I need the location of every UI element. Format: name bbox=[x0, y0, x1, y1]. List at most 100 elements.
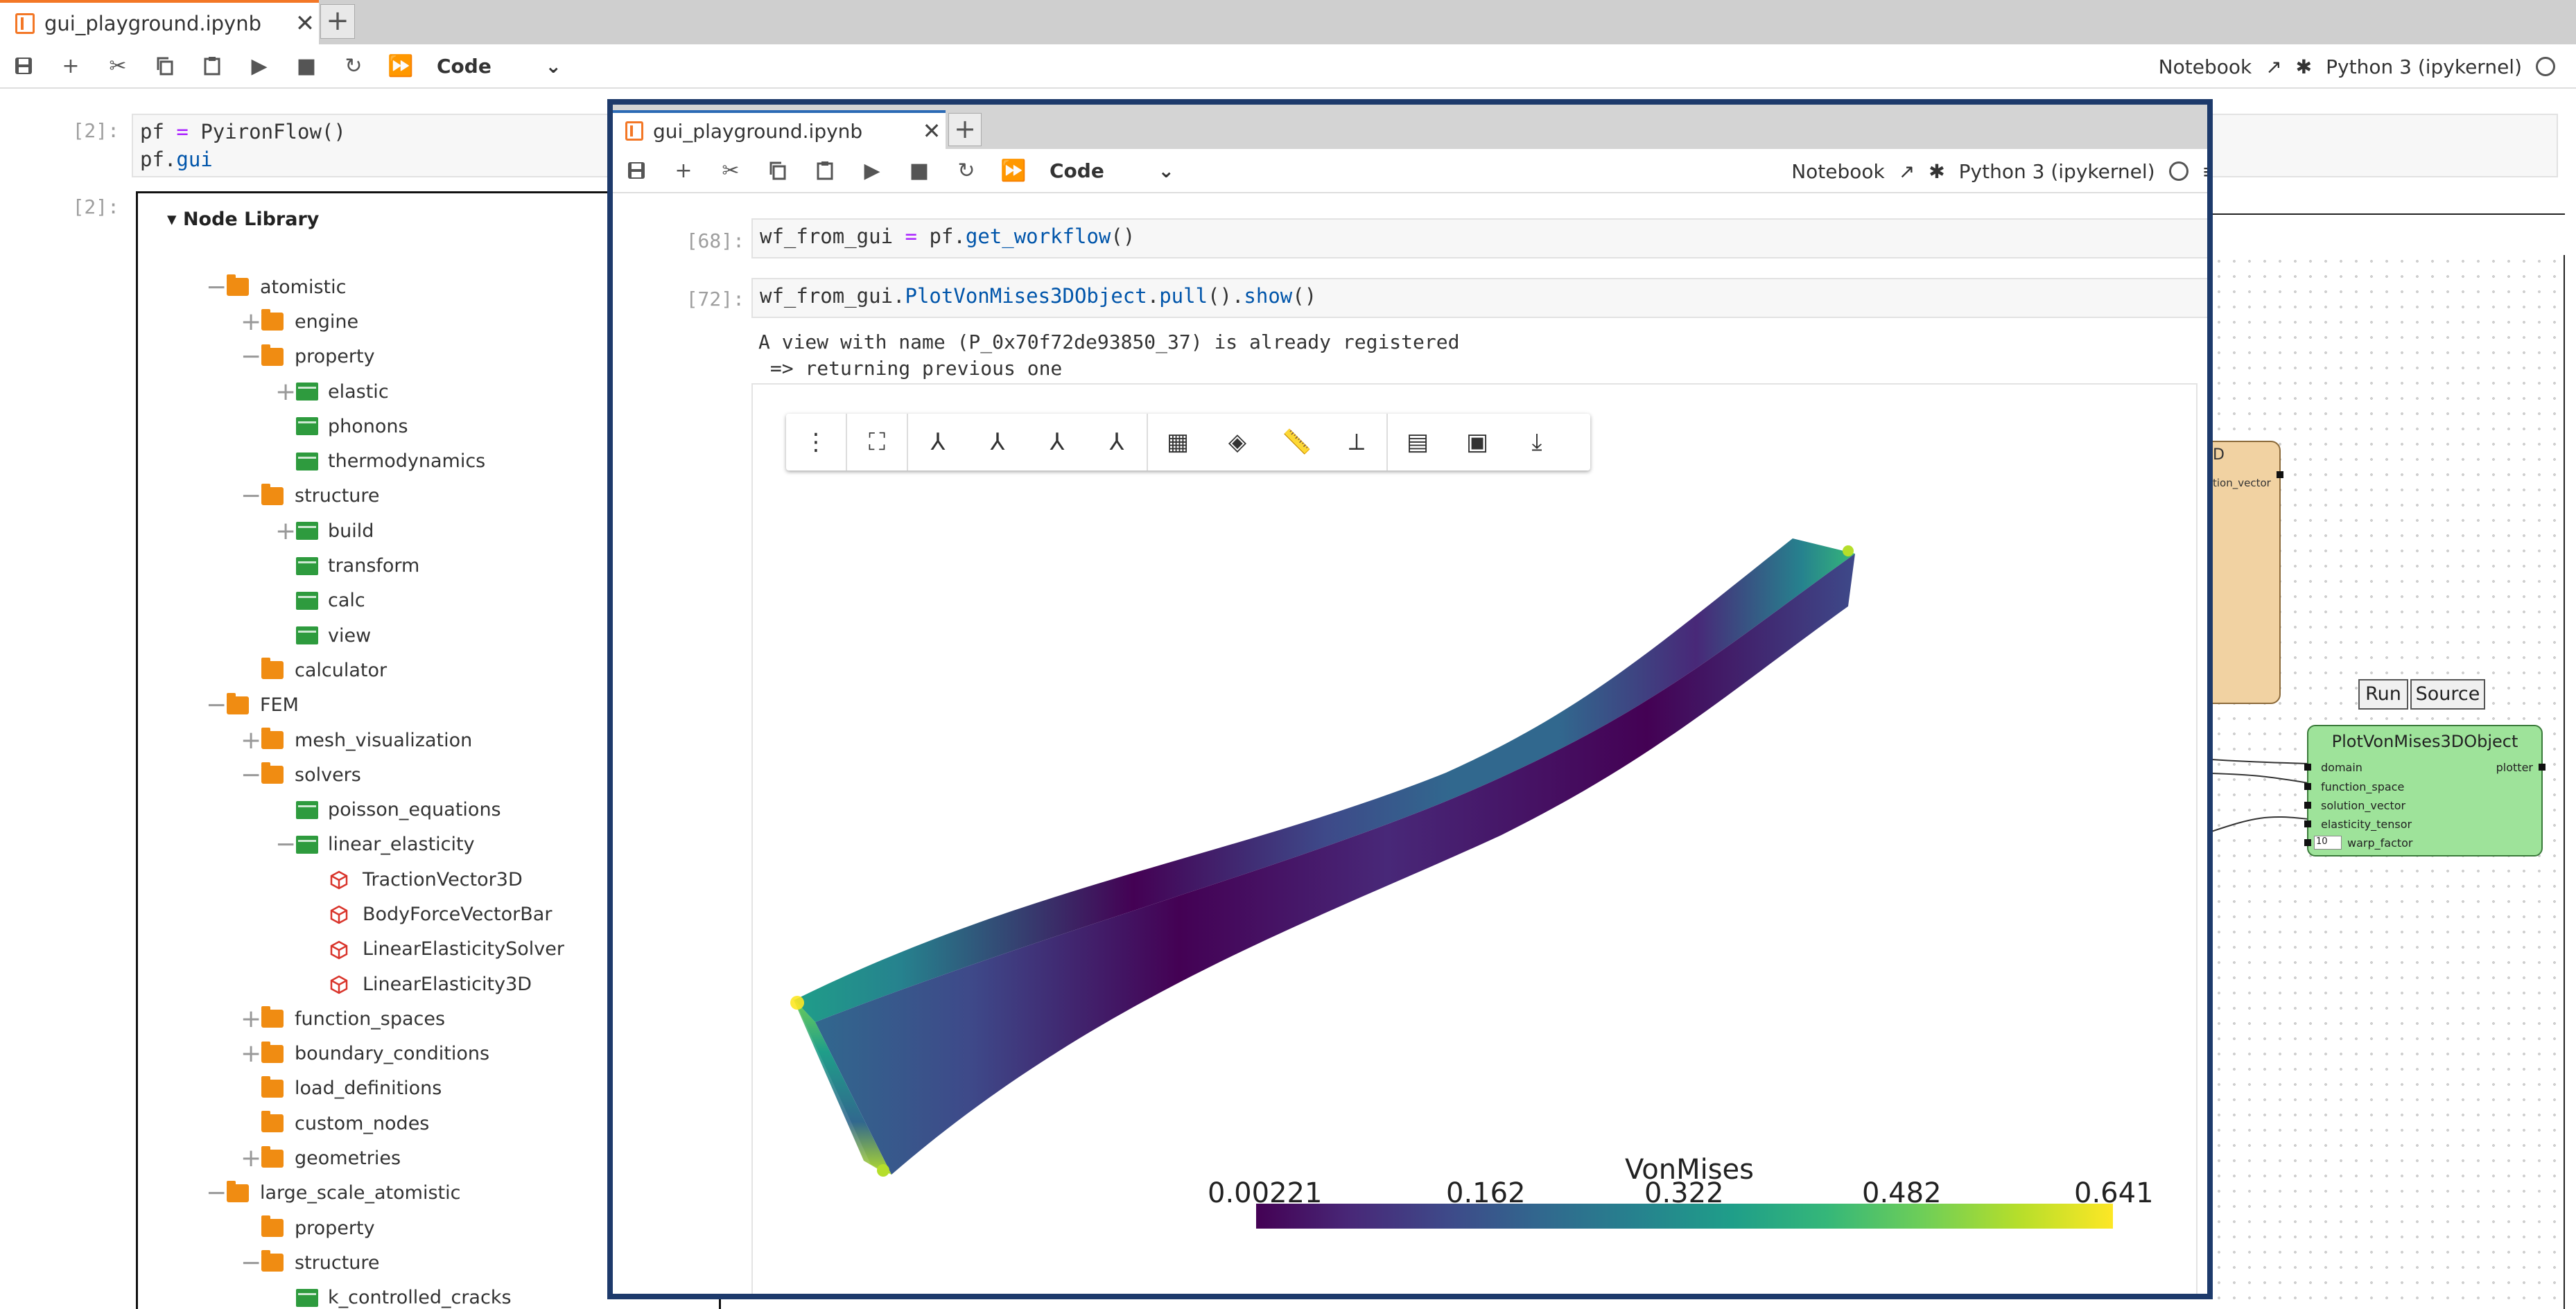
copy-icon[interactable] bbox=[141, 44, 189, 88]
bounds-icon[interactable]: ◈ bbox=[1228, 428, 1247, 456]
tree-item-solvers[interactable]: − solvers bbox=[138, 757, 719, 792]
tree-item-structure[interactable]: − structure bbox=[138, 1245, 719, 1280]
expand-icon[interactable]: + bbox=[275, 516, 297, 545]
screenshot-png-icon[interactable]: ▣ bbox=[1465, 428, 1489, 456]
close-icon[interactable]: ✕ bbox=[295, 10, 315, 37]
reset-camera-icon[interactable]: ⛶ bbox=[869, 428, 885, 456]
tree-item-bodyforcevectorbar[interactable]: BodyForceVectorBar bbox=[138, 897, 719, 931]
tree-item-elastic[interactable]: + elastic bbox=[138, 374, 719, 409]
tree-item-thermodynamics[interactable]: thermodynamics bbox=[138, 443, 719, 478]
run-icon[interactable]: ▶ bbox=[864, 158, 880, 183]
restart-icon[interactable]: ↻ bbox=[345, 53, 363, 78]
port-dot[interactable] bbox=[2539, 764, 2545, 771]
collapse-icon[interactable]: − bbox=[206, 1179, 227, 1208]
collapse-icon[interactable]: − bbox=[241, 342, 262, 371]
add-cell-icon[interactable]: + bbox=[675, 158, 693, 183]
tree-item-build[interactable]: + build bbox=[138, 513, 719, 548]
tree-item-load-definitions[interactable]: load_definitions bbox=[138, 1071, 719, 1106]
outer-notebook-tab[interactable]: gui_playground.ipynb ✕ bbox=[0, 0, 319, 44]
collapse-icon[interactable]: − bbox=[241, 760, 262, 789]
port-dot[interactable] bbox=[2304, 839, 2311, 846]
menu-icon[interactable]: ≡ bbox=[2202, 160, 2207, 183]
tree-item-linear-elasticity[interactable]: − linear_elasticity bbox=[138, 827, 719, 862]
more-options-icon[interactable]: ⋮ bbox=[804, 428, 828, 456]
view-yz-icon[interactable]: ⅄ bbox=[1109, 428, 1124, 456]
copy-icon[interactable] bbox=[754, 148, 801, 193]
pyvista-viewer[interactable]: ⋮ ⛶ ⅄ ⅄ ⅄ ⅄ ▦ ◈ 📏 ⟂ ▤ ▣ ⤓ VonMises 0.002… bbox=[751, 383, 2198, 1294]
tree-item-function-spaces[interactable]: + function_spaces bbox=[138, 1001, 719, 1036]
collapse-icon[interactable]: − bbox=[241, 482, 262, 511]
port-dot[interactable] bbox=[2304, 820, 2311, 827]
tree-item-transform[interactable]: transform bbox=[138, 548, 719, 583]
expand-icon[interactable]: + bbox=[241, 1004, 262, 1033]
tree-item-structure[interactable]: − structure bbox=[138, 479, 719, 513]
debug-icon[interactable]: ✱ bbox=[2295, 55, 2313, 78]
external-link-icon[interactable]: ↗ bbox=[1898, 159, 1915, 183]
server-icon[interactable]: ▤ bbox=[1406, 428, 1429, 456]
tree-item-large-scale-atomistic[interactable]: − large_scale_atomistic bbox=[138, 1176, 719, 1211]
cell-type-select[interactable]: Code ⌄ bbox=[437, 55, 562, 78]
plot-vonmises-node[interactable]: PlotVonMises3DObject plotter domain func… bbox=[2304, 725, 2545, 856]
add-cell-icon[interactable]: + bbox=[62, 53, 80, 78]
external-link-icon[interactable]: ↗ bbox=[2265, 55, 2282, 78]
kernel-name[interactable]: Python 3 (ipykernel) bbox=[2326, 55, 2522, 78]
expand-icon[interactable]: + bbox=[241, 1039, 262, 1069]
run-button[interactable]: Run bbox=[2358, 679, 2408, 710]
close-icon[interactable]: ✕ bbox=[922, 118, 941, 144]
view-xz-icon[interactable]: ⅄ bbox=[1050, 428, 1065, 456]
node-library-header[interactable]: ▾ Node Library bbox=[167, 209, 319, 230]
expand-icon[interactable]: + bbox=[241, 307, 262, 336]
new-tab-button[interactable]: + bbox=[320, 4, 355, 39]
tree-item-linearelasticitysolver[interactable]: LinearElasticitySolver bbox=[138, 932, 719, 967]
tree-item-custom-nodes[interactable]: custom_nodes bbox=[138, 1106, 719, 1141]
save-icon[interactable] bbox=[0, 44, 47, 88]
view-isometric-icon[interactable]: ⅄ bbox=[930, 428, 946, 456]
tree-item-calc[interactable]: calc bbox=[138, 583, 719, 618]
fast-forward-icon[interactable]: ⏩ bbox=[1000, 158, 1027, 183]
paste-icon[interactable] bbox=[189, 44, 236, 88]
source-button[interactable]: Source bbox=[2410, 679, 2485, 710]
tree-item-k-controlled-cracks[interactable]: k_controlled_cracks bbox=[138, 1281, 719, 1309]
code-cell[interactable]: wf_from_gui.PlotVonMises3DObject.pull().… bbox=[751, 278, 2207, 318]
collapse-icon[interactable]: − bbox=[206, 691, 227, 720]
tree-item-property[interactable]: − property bbox=[138, 340, 719, 374]
stop-icon[interactable]: ■ bbox=[296, 53, 317, 78]
cell-type-select[interactable]: Code ⌄ bbox=[1050, 159, 1174, 182]
debug-icon[interactable]: ✱ bbox=[1929, 159, 1945, 183]
kernel-name[interactable]: Python 3 (ipykernel) bbox=[1958, 159, 2155, 183]
stop-icon[interactable]: ■ bbox=[909, 158, 930, 183]
tree-item-mesh-visualization[interactable]: + mesh_visualization bbox=[138, 723, 719, 757]
expand-icon[interactable]: + bbox=[241, 726, 262, 755]
warp-factor-input[interactable]: 10 bbox=[2314, 836, 2342, 850]
view-xy-icon[interactable]: ⅄ bbox=[990, 428, 1005, 456]
ruler-icon[interactable]: 📏 bbox=[1282, 428, 1312, 456]
axes-icon[interactable]: ⟂ bbox=[1348, 428, 1365, 456]
cut-icon[interactable]: ✂ bbox=[722, 158, 740, 183]
paste-icon[interactable] bbox=[801, 148, 848, 193]
restart-icon[interactable]: ↻ bbox=[957, 158, 975, 183]
collapse-icon[interactable]: − bbox=[241, 1248, 262, 1277]
tree-item-view[interactable]: view bbox=[138, 618, 719, 653]
expand-icon[interactable]: + bbox=[275, 377, 297, 406]
download-icon[interactable]: ⤓ bbox=[1531, 428, 1542, 456]
run-icon[interactable]: ▶ bbox=[251, 53, 268, 78]
tree-item-phonons[interactable]: phonons bbox=[138, 409, 719, 443]
port-dot[interactable] bbox=[2304, 783, 2311, 790]
tree-item-linearelasticity3d[interactable]: LinearElasticity3D bbox=[138, 967, 719, 1001]
tree-item-engine[interactable]: + engine bbox=[138, 304, 719, 339]
port-dot[interactable] bbox=[2304, 764, 2311, 771]
notebook-link[interactable]: Notebook bbox=[1791, 159, 1885, 183]
tree-item-atomistic[interactable]: − atomistic bbox=[138, 270, 719, 304]
expand-icon[interactable]: + bbox=[241, 1144, 262, 1173]
port-dot[interactable] bbox=[2277, 471, 2283, 478]
code-cell[interactable]: wf_from_gui = pf.get_workflow() bbox=[751, 218, 2207, 258]
tree-item-calculator[interactable]: calculator bbox=[138, 653, 719, 687]
tree-item-poisson-equations[interactable]: poisson_equations bbox=[138, 792, 719, 827]
inner-notebook-tab[interactable]: gui_playground.ipynb ✕ bbox=[613, 110, 946, 149]
grid-icon[interactable]: ▦ bbox=[1166, 428, 1190, 456]
collapse-icon[interactable]: − bbox=[206, 272, 227, 301]
save-icon[interactable] bbox=[613, 148, 660, 193]
tree-item-property[interactable]: property bbox=[138, 1211, 719, 1245]
partial-node[interactable]: D tion_vector bbox=[2211, 441, 2283, 704]
tree-item-tractionvector3d[interactable]: TractionVector3D bbox=[138, 862, 719, 897]
